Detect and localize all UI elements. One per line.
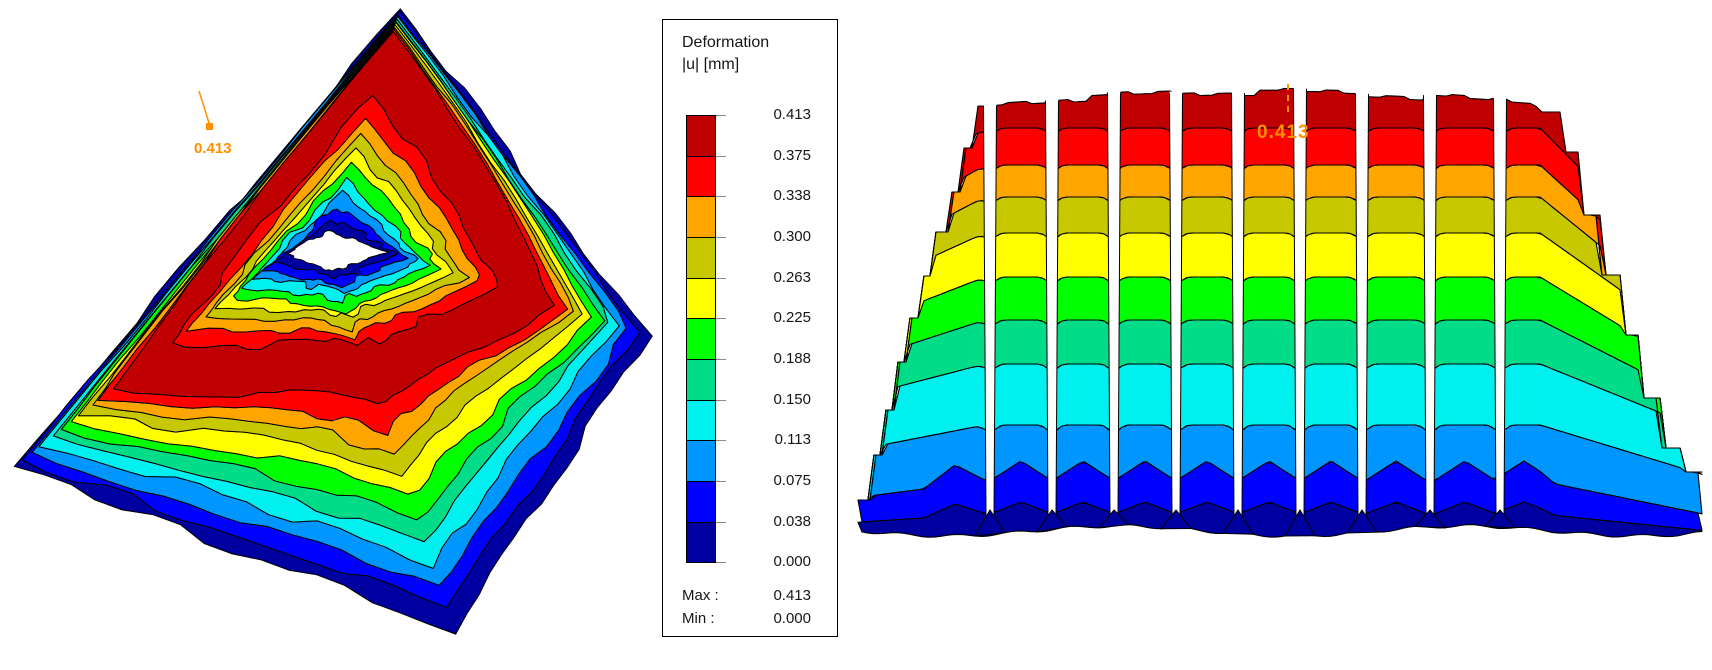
base-notch [1483, 509, 1517, 529]
legend-level-label: 0.075 [773, 471, 811, 489]
contour-band [272, 219, 398, 280]
legend-color-scale: 0.413 0.375 0.338 0.300 0.263 0.225 0.188 0.150… [663, 20, 837, 636]
base-notch [1284, 509, 1316, 537]
wall-gap [1107, 90, 1121, 517]
legend-color-swatch [686, 196, 716, 238]
wall-edge-line [1055, 100, 1059, 517]
wall-gap [1231, 91, 1245, 517]
legend-tick [716, 236, 726, 238]
legend-color-swatch [686, 277, 716, 320]
legend-color-swatch [686, 155, 716, 198]
wall-gap [1045, 98, 1059, 517]
max-deformation-label-front: 0.413 [1257, 122, 1310, 143]
wall-edge-line [1241, 93, 1245, 517]
legend-max-row: Max : 0.413 [682, 586, 811, 606]
legend-tick [716, 521, 726, 523]
legend-tick [716, 318, 726, 320]
max-annotation-marker [206, 123, 213, 130]
wall-gap [1169, 91, 1183, 516]
wall-edge-line [1503, 98, 1507, 517]
wall-edge-line [1423, 95, 1427, 517]
wall-edge-line [1179, 93, 1183, 517]
wall-gap [983, 103, 997, 516]
legend-level-label: 0.038 [773, 512, 811, 530]
legend-tick [716, 277, 726, 279]
legend-level-label: 0.338 [773, 187, 811, 205]
base-notch [1222, 509, 1254, 535]
legend-tick [716, 480, 726, 482]
wall-edge-line [1045, 100, 1049, 517]
wall-gap [1293, 86, 1307, 516]
legend-level-label: 0.113 [774, 431, 811, 449]
wall-edge-line [1293, 88, 1297, 517]
legend-color-swatch [686, 318, 716, 360]
legend-tick [716, 358, 726, 360]
base-notch [1346, 509, 1378, 534]
legend-level-label: 0.000 [773, 553, 811, 571]
legend-min-row: Min : 0.000 [682, 609, 811, 629]
legend-max-label: Max : [682, 587, 719, 604]
contour-band [857, 501, 1703, 538]
front-elevation-contour-view [857, 84, 1703, 538]
legend-level-label: 0.150 [773, 390, 811, 408]
deformation-legend: Deformation |u| [mm] 0.413 0.375 0.338 0.30… [662, 19, 838, 637]
legend-tick [716, 155, 726, 157]
legend-level-label: 0.375 [773, 146, 811, 164]
legend-color-swatch [686, 521, 716, 564]
wall-gap [1493, 96, 1507, 517]
legend-level-label: 0.225 [773, 309, 811, 327]
legend-level-label: 0.413 [773, 106, 811, 123]
legend-tick [716, 196, 726, 198]
legend-level-label: 0.300 [773, 227, 811, 245]
base-notch [974, 509, 1006, 537]
legend-level-label: 0.263 [773, 268, 811, 286]
wall-edge-line [1493, 98, 1497, 517]
wall-edge-line [983, 105, 987, 517]
max-annotation-leader-line [198, 90, 211, 127]
wall-edge-line [1169, 93, 1173, 517]
wall-edge-line [1433, 95, 1437, 517]
wall-edge-line [1355, 93, 1359, 517]
isometric-contour-view [13, 8, 653, 635]
base-notch [1159, 509, 1193, 530]
legend-title: Deformation |u| [mm] [682, 32, 769, 76]
wall-edge-line [1107, 92, 1111, 517]
base-notch [1035, 509, 1068, 533]
legend-tick [716, 115, 726, 116]
legend-title-quantity: Deformation [682, 34, 770, 51]
wall-edge-line [1365, 93, 1369, 517]
legend-level-label: 0.188 [773, 349, 811, 367]
wall-edge-line [1117, 92, 1121, 517]
legend-title-units: |u| [mm] [682, 56, 740, 73]
legend-tick [716, 399, 726, 401]
wall-edge-line [993, 105, 997, 517]
max-deformation-label-isometric: 0.413 [194, 140, 232, 157]
wall-edge-line [1231, 93, 1235, 517]
legend-tick [716, 440, 726, 442]
legend-max-value: 0.413 [773, 587, 811, 604]
legend-min-value: 0.000 [773, 610, 811, 627]
wall-gap [1355, 91, 1369, 516]
legend-min-label: Min : [682, 610, 715, 627]
wall-gap [1423, 93, 1437, 516]
legend-tick [716, 562, 726, 564]
base-notch [1413, 509, 1447, 529]
legend-color-swatch [686, 358, 716, 401]
wall-edge-line [1303, 88, 1307, 517]
base-notch [1097, 509, 1131, 529]
